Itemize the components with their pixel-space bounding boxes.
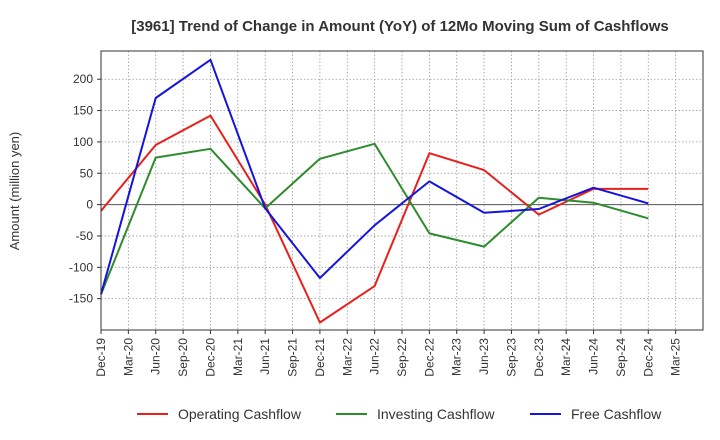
x-tick-label: Mar-23	[450, 338, 464, 376]
x-tick-label: Mar-24	[559, 338, 573, 376]
legend-label-investing-cashflow: Investing Cashflow	[377, 406, 495, 422]
x-tick-label: Sep-20	[176, 338, 190, 377]
x-tick-label: Mar-25	[669, 338, 683, 376]
x-tick-label: Dec-24	[641, 338, 655, 377]
x-tick-label: Dec-22	[422, 338, 436, 377]
y-tick-label: 200	[73, 72, 93, 86]
y-axis-label: Amount (million yen)	[7, 132, 22, 251]
x-tick-label: Mar-22	[340, 338, 354, 376]
x-tick-label: Sep-22	[395, 338, 409, 377]
legend: Operating Cashflow Investing Cashflow Free…	[137, 406, 662, 422]
x-tick-label: Jun-24	[587, 338, 601, 375]
x-axis-ticks: Dec-19 Mar-20 Jun-20 Sep-20 Dec-20 Mar-21 Jun-…	[94, 330, 683, 377]
x-tick-label: Jun-22	[368, 338, 382, 375]
x-tick-label: Jun-20	[149, 338, 163, 375]
x-tick-label: Sep-24	[614, 338, 628, 377]
y-tick-label: -150	[69, 292, 93, 306]
x-tick-label: Dec-19	[94, 338, 108, 377]
y-tick-label: -100	[69, 260, 93, 274]
grid-lines	[101, 51, 703, 330]
y-tick-label: 50	[80, 166, 94, 180]
series-line-operating-cashflow	[100, 114, 649, 324]
y-tick-label: 150	[73, 104, 93, 118]
chart-title: [3961] Trend of Change in Amount (YoY) o…	[131, 18, 669, 35]
x-tick-label: Dec-23	[532, 338, 546, 377]
x-tick-label: Jun-21	[258, 338, 272, 375]
x-tick-label: Dec-20	[203, 338, 217, 377]
y-tick-label: 100	[73, 135, 93, 149]
x-tick-label: Sep-23	[504, 338, 518, 377]
x-tick-label: Sep-21	[286, 338, 300, 377]
x-tick-label: Mar-20	[121, 338, 135, 376]
x-tick-label: Dec-21	[313, 338, 327, 377]
x-tick-label: Mar-21	[231, 338, 245, 376]
y-tick-label: -50	[76, 229, 94, 243]
x-tick-label: Jun-23	[477, 338, 491, 375]
legend-label-operating-cashflow: Operating Cashflow	[178, 406, 302, 422]
series-line-free-cashflow	[100, 58, 649, 295]
series-layer	[100, 58, 649, 324]
y-axis-ticks: -150 -100 -50 0 50 100 150 200	[69, 72, 101, 306]
legend-label-free-cashflow: Free Cashflow	[571, 406, 662, 422]
y-tick-label: 0	[86, 198, 93, 212]
series-line-investing-cashflow	[100, 142, 649, 295]
